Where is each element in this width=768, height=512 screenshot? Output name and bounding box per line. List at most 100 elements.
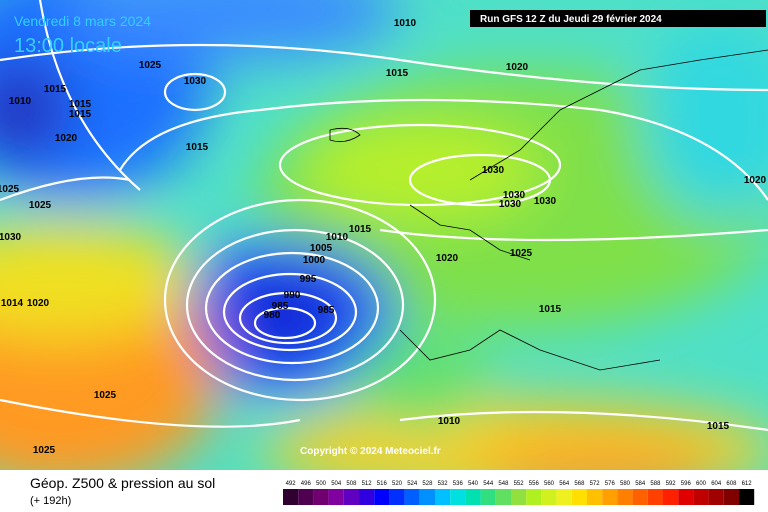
scale-label: 552 [514,481,525,487]
scale-swatch [374,489,390,505]
isobar-label: 1015 [707,421,730,432]
isobar-label: 1030 [534,196,557,207]
isobar-label: 1015 [386,68,409,79]
scale-label: 604 [711,481,722,487]
isobar-label: 1015 [539,304,562,315]
scale-label: 508 [346,481,357,487]
isobar-label: 1025 [0,184,20,195]
scale-swatch [602,489,618,505]
scale-label: 576 [605,481,616,487]
scale-label: 580 [620,481,631,487]
footer-title: Géop. Z500 & pression au sol [30,475,215,491]
scale-label: 588 [650,481,661,487]
field [0,0,768,470]
scale-label: 544 [483,481,494,487]
time: 13:00 locale [14,35,122,57]
scale-swatch [526,489,542,505]
isobar-label: 1020 [744,175,767,186]
isobar-label: 1025 [94,390,117,401]
scale-label: 504 [331,481,342,487]
scale-swatch [693,489,709,505]
scale-swatch [404,489,420,505]
scale-swatch [298,489,314,505]
scale-swatch [632,489,648,505]
scale-swatch [495,489,511,505]
isobar-label: 1030 [499,199,522,210]
isobar-label: 995 [300,274,317,285]
isobar-label: 1020 [27,298,50,309]
scale-label: 600 [696,481,707,487]
footer-lead: (+ 192h) [30,495,71,507]
scale-swatch [723,489,739,505]
scale-swatch [617,489,633,505]
scale-swatch [541,489,557,505]
scale-label: 608 [726,481,737,487]
isobar-label: 1010 [9,96,32,107]
isobar-label: 985 [318,305,335,316]
scale-label: 516 [377,481,388,487]
scale-swatch [389,489,405,505]
scale-label: 536 [453,481,464,487]
isobar-label: 1015 [44,84,67,95]
scale-swatch [435,489,451,505]
isobar-label: 990 [284,290,301,301]
isobar-label: 1030 [482,165,505,176]
isobar-label: 1010 [394,18,417,29]
scale-label: 548 [498,481,509,487]
scale-label: 584 [635,481,646,487]
isobar-label: 1010 [326,232,349,243]
scale-label: 556 [529,481,540,487]
isobar-label: 985 [272,301,289,312]
scale-label: 572 [590,481,601,487]
isobar-label: 1020 [55,133,78,144]
scale-swatch [419,489,435,505]
isobar-label: 1025 [139,60,162,71]
scale-swatch [343,489,359,505]
scale-swatch [465,489,481,505]
scale-label: 540 [468,481,479,487]
scale-swatch [708,489,724,505]
scale-swatch [571,489,587,505]
scale-label: 612 [742,481,753,487]
isobar-label: 1000 [303,255,326,266]
isobar-label: 1030 [0,232,22,243]
scale-label: 500 [316,481,327,487]
scale-label: 492 [286,481,297,487]
scale-label: 532 [438,481,449,487]
scale-label: 524 [407,481,418,487]
scale-swatch [359,489,375,505]
isobar-label: 980 [264,310,281,321]
scale-swatch [587,489,603,505]
isobar-label: 1005 [310,243,333,254]
scale-label: 512 [362,481,373,487]
isobar-label: 1025 [510,248,533,259]
date: Vendredi 8 mars 2024 [14,13,151,29]
run: Run GFS 12 Z du Jeudi 29 février 2024 [480,14,662,25]
isobar-label: 1010 [438,416,461,427]
isobar-label: 1014 [1,298,24,309]
scale-swatch [480,489,496,505]
scale-swatch [283,489,299,505]
scale-label: 592 [666,481,677,487]
scale-swatch [450,489,466,505]
scale-label: 528 [422,481,433,487]
isobar-label: 1030 [503,190,526,201]
scale-swatch [739,489,755,505]
scale-swatch [647,489,663,505]
scale-swatch [678,489,694,505]
scale-label: 568 [574,481,585,487]
scale-label: 496 [301,481,312,487]
scale-label: 560 [544,481,555,487]
scale-swatch [663,489,679,505]
scale-label: 520 [392,481,403,487]
scale-swatch [328,489,344,505]
isobar-label: 1025 [29,200,52,211]
isobar-label: 1030 [184,76,207,87]
scale-swatch [556,489,572,505]
isobar-label: 1025 [33,445,56,456]
isobar-label: 1020 [436,253,459,264]
isobar-label: 1015 [186,142,209,153]
scale-swatch [511,489,527,505]
